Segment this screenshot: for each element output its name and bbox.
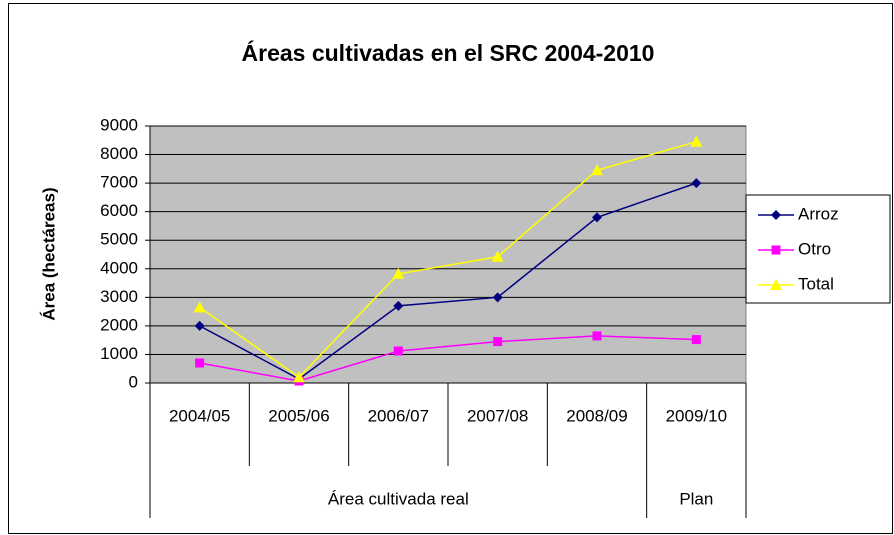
plot-area <box>149 125 747 384</box>
marker <box>771 245 781 255</box>
x-tick-label: 2009/10 <box>666 406 727 425</box>
legend-label: Otro <box>798 239 831 258</box>
marker <box>293 371 305 383</box>
marker <box>393 300 404 311</box>
marker <box>492 292 503 303</box>
legend-label: Arroz <box>798 204 839 223</box>
marker <box>770 279 782 290</box>
y-tick-label: 2000 <box>100 315 138 334</box>
marker <box>771 210 781 220</box>
marker <box>392 267 405 279</box>
marker <box>592 212 602 223</box>
series-line <box>199 140 697 379</box>
y-axis-label: Área (hectáreas) <box>39 187 58 320</box>
y-tick-label: 1000 <box>100 344 138 363</box>
marker <box>195 358 205 368</box>
chart-title: Áreas cultivadas en el SRC 2004-2010 <box>242 39 655 66</box>
y-tick-label: 7000 <box>100 173 138 192</box>
series-line <box>199 335 697 382</box>
marker <box>194 320 205 331</box>
y-tick-label: 4000 <box>100 258 138 277</box>
series-line <box>199 182 697 380</box>
y-tick-label: 6000 <box>100 201 138 220</box>
legend-label: Total <box>798 274 834 293</box>
y-tick-label: 0 <box>129 372 138 391</box>
y-tick-label: 3000 <box>100 287 138 306</box>
marker <box>691 335 701 345</box>
x-tick-label: 2005/06 <box>268 406 329 425</box>
group-label: Plan <box>679 489 713 508</box>
y-tick-label: 5000 <box>100 230 138 249</box>
y-tick-label: 8000 <box>100 144 138 163</box>
x-tick-label: 2006/07 <box>368 406 429 425</box>
marker <box>592 331 602 341</box>
marker <box>491 250 504 262</box>
x-tick-label: 2004/05 <box>169 406 230 425</box>
marker <box>591 164 603 176</box>
y-tick-label: 9000 <box>100 115 138 134</box>
marker <box>393 346 403 356</box>
marker <box>690 135 703 147</box>
x-tick-label: 2008/09 <box>566 406 627 425</box>
group-label: Área cultivada real <box>328 489 469 508</box>
marker <box>493 337 503 347</box>
x-tick-label: 2007/08 <box>467 406 528 425</box>
marker <box>193 301 206 313</box>
marker <box>691 178 702 189</box>
